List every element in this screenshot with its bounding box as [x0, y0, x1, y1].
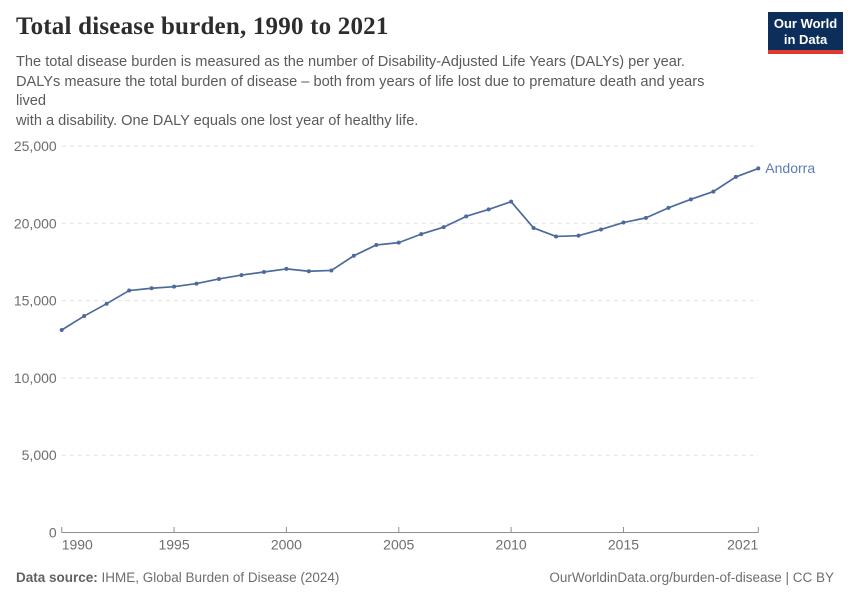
x-tick-label: 2015	[608, 537, 639, 553]
y-tick-label: 10,000	[14, 370, 57, 386]
data-point-marker	[733, 174, 738, 179]
x-tick-label: 2021	[727, 537, 758, 553]
logo-line-2: in Data	[783, 31, 828, 47]
y-tick-label: 0	[49, 525, 57, 541]
data-point-marker	[172, 284, 177, 289]
x-tick-label: 1990	[62, 537, 93, 553]
page-title: Total disease burden, 1990 to 2021	[16, 13, 389, 40]
y-tick-label: 20,000	[14, 215, 57, 231]
data-point-marker	[666, 205, 671, 210]
credit-link[interactable]: OurWorldinData.org/burden-of-disease | C…	[549, 570, 834, 585]
series-line	[61, 167, 759, 331]
data-point-marker	[149, 286, 154, 291]
data-source-note: Data source: IHME, Global Burden of Dise…	[16, 570, 339, 585]
data-point-marker	[194, 281, 199, 286]
data-point-marker	[486, 207, 491, 212]
x-tick-label: 2000	[271, 537, 302, 553]
data-point-marker	[419, 232, 424, 237]
data-point-marker	[284, 266, 289, 271]
data-point-marker	[374, 242, 379, 247]
data-point-marker	[711, 189, 716, 194]
data-point-marker	[59, 327, 64, 332]
data-point-marker	[216, 276, 221, 281]
chart-subtitle: The total disease burden is measured as …	[16, 54, 705, 129]
data-point-marker	[756, 166, 761, 171]
data-point-marker	[351, 253, 356, 258]
series-end-label[interactable]: Andorra	[765, 160, 815, 176]
data-point-marker	[127, 288, 132, 293]
owid-logo[interactable]: Our World in Data	[768, 12, 843, 54]
data-source-text: IHME, Global Burden of Disease (2024)	[97, 570, 340, 585]
data-point-marker	[554, 234, 559, 239]
data-point-marker	[104, 301, 109, 306]
data-source-label: Data source:	[16, 570, 98, 585]
data-point-marker	[82, 314, 87, 319]
data-point-marker	[261, 269, 266, 274]
data-point-marker	[531, 225, 536, 230]
data-point-marker	[329, 268, 334, 273]
data-point-marker	[441, 225, 446, 230]
y-tick-label: 5,000	[22, 447, 57, 463]
data-point-marker	[509, 199, 514, 204]
data-point-marker	[599, 227, 604, 232]
logo-line-1: Our World	[773, 16, 838, 31]
data-point-marker	[621, 220, 626, 225]
data-point-marker	[464, 214, 469, 219]
data-point-marker	[576, 233, 581, 238]
y-tick-label: 15,000	[14, 293, 57, 309]
x-tick-label: 2010	[496, 537, 527, 553]
x-tick-label: 1995	[158, 537, 189, 553]
data-point-marker	[239, 273, 244, 278]
data-point-marker	[396, 240, 401, 245]
y-tick-label: 25,000	[14, 138, 57, 154]
data-point-marker	[306, 269, 311, 274]
x-tick-label: 2005	[383, 537, 414, 553]
data-point-marker	[643, 215, 648, 220]
data-point-marker	[688, 197, 693, 202]
